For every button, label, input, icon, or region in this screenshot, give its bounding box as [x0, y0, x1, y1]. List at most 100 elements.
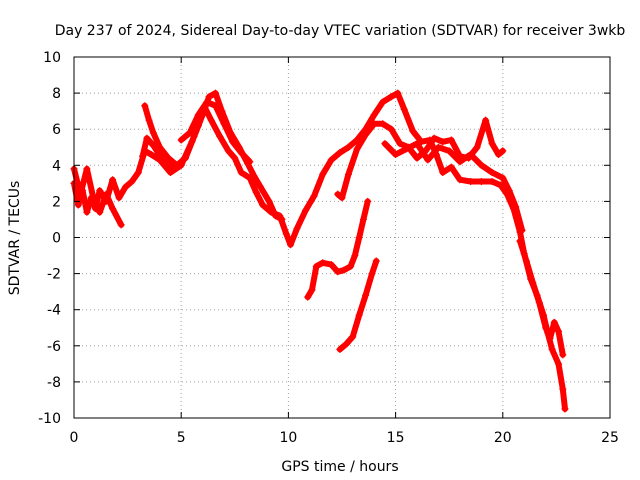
data-point-marker	[246, 158, 254, 166]
data-point-marker	[177, 136, 185, 144]
data-point-marker	[134, 169, 142, 177]
data-point-marker	[319, 170, 327, 178]
data-point-marker	[439, 138, 447, 146]
data-point-marker	[467, 178, 475, 186]
y-tick-label: -2	[47, 267, 61, 283]
data-point-marker	[370, 120, 378, 128]
data-point-marker	[186, 129, 194, 137]
data-point-marker	[387, 125, 395, 133]
series-track-g	[381, 140, 526, 234]
data-point-marker	[121, 183, 129, 191]
data-point-marker	[394, 89, 402, 97]
data-point-marker	[447, 136, 455, 144]
data-point-marker	[141, 102, 149, 110]
axis-ticks	[73, 56, 611, 419]
data-point-marker	[76, 190, 84, 198]
data-point-marker	[83, 208, 91, 216]
x-tick-label: 0	[70, 430, 79, 446]
data-point-marker	[400, 105, 408, 113]
data-point-marker	[550, 318, 558, 326]
data-point-marker	[351, 252, 359, 260]
x-axis-title: GPS time / hours	[281, 459, 398, 475]
data-point-marker	[561, 405, 569, 413]
data-point-marker	[488, 178, 496, 186]
data-point-marker	[355, 234, 363, 241]
data-point-marker	[353, 145, 361, 153]
data-point-marker	[370, 111, 378, 119]
data-point-marker	[237, 169, 245, 177]
y-tick-label: -10	[38, 411, 61, 427]
series-line	[71, 165, 125, 228]
data-point-marker	[250, 172, 258, 180]
data-point-marker	[327, 261, 335, 269]
data-point-marker	[445, 147, 453, 155]
data-point-marker	[212, 102, 220, 110]
data-point-marker	[334, 268, 342, 276]
data-point-marker	[287, 241, 295, 249]
chart-title: Day 237 of 2024, Sidereal Day-to-day VTE…	[55, 23, 626, 39]
series-track-i	[304, 197, 372, 301]
data-point-marker	[169, 163, 177, 171]
data-point-marker	[109, 205, 117, 213]
data-point-marker	[430, 134, 438, 142]
data-point-marker	[342, 340, 350, 348]
data-point-marker	[336, 345, 344, 353]
data-point-marker	[555, 360, 563, 368]
data-point-marker	[413, 154, 421, 162]
data-point-marker	[467, 150, 475, 158]
data-point-marker	[231, 154, 239, 162]
grid-lines	[74, 57, 610, 418]
data-point-marker	[89, 194, 97, 202]
data-point-marker	[338, 194, 346, 202]
y-tick-label: 10	[43, 50, 61, 66]
data-point-marker	[456, 176, 464, 184]
data-point-marker	[439, 169, 447, 177]
data-point-marker	[413, 140, 421, 148]
data-point-marker	[344, 143, 352, 151]
y-axis-title: SDTVAR / TECUs	[7, 181, 23, 296]
data-point-marker	[447, 163, 455, 171]
data-point-marker	[379, 120, 387, 128]
data-point-marker	[499, 174, 507, 182]
data-point-marker	[265, 197, 273, 205]
data-point-marker	[505, 187, 513, 195]
data-point-marker	[128, 178, 136, 186]
data-point-marker	[229, 138, 237, 146]
data-point-marker	[237, 149, 245, 157]
data-point-marker	[252, 188, 260, 196]
data-point-marker	[542, 324, 550, 332]
data-point-marker	[555, 327, 563, 335]
series-track-c	[141, 89, 286, 223]
data-point-marker	[96, 187, 104, 195]
series-track-b	[70, 165, 125, 229]
x-tick-label: 5	[177, 430, 186, 446]
data-point-marker	[529, 279, 537, 287]
data-point-marker	[115, 194, 123, 202]
series-line	[71, 90, 568, 412]
data-point-marker	[392, 150, 400, 158]
data-point-marker	[548, 345, 556, 353]
data-point-marker	[387, 93, 395, 101]
data-point-marker	[516, 237, 524, 245]
data-series	[70, 89, 569, 413]
data-point-marker	[109, 176, 117, 184]
data-point-marker	[482, 116, 490, 124]
data-point-marker	[319, 259, 327, 267]
data-point-marker	[359, 215, 367, 223]
data-point-marker	[224, 147, 232, 155]
data-point-marker	[74, 201, 82, 209]
data-point-marker	[488, 169, 496, 177]
data-point-marker	[334, 190, 342, 198]
y-tick-label: -4	[47, 303, 61, 319]
data-point-marker	[164, 154, 172, 162]
y-tick-label: 0	[52, 231, 61, 247]
y-tick-label: 2	[52, 194, 61, 210]
x-tick-labels: 0 5 10 15 20 25	[70, 430, 619, 446]
data-point-marker	[149, 129, 157, 137]
data-point-marker	[396, 140, 404, 148]
data-point-marker	[278, 215, 286, 223]
data-point-marker	[518, 226, 526, 234]
series-line	[304, 198, 371, 301]
data-point-marker	[181, 154, 189, 162]
data-point-marker	[355, 311, 363, 319]
